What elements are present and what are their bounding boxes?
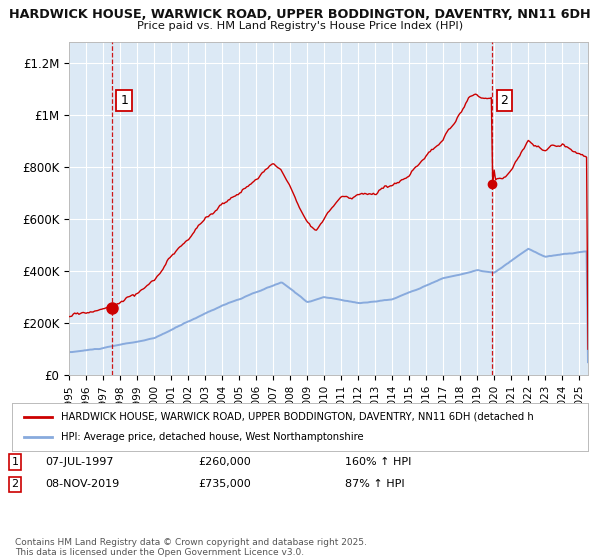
Text: Contains HM Land Registry data © Crown copyright and database right 2025.
This d: Contains HM Land Registry data © Crown c… [15, 538, 367, 557]
Text: Price paid vs. HM Land Registry's House Price Index (HPI): Price paid vs. HM Land Registry's House … [137, 21, 463, 31]
Text: 2: 2 [500, 94, 508, 107]
Text: 1: 1 [120, 94, 128, 107]
Text: 08-NOV-2019: 08-NOV-2019 [45, 479, 119, 489]
Text: HARDWICK HOUSE, WARWICK ROAD, UPPER BODDINGTON, DAVENTRY, NN11 6DH: HARDWICK HOUSE, WARWICK ROAD, UPPER BODD… [9, 8, 591, 21]
Text: HARDWICK HOUSE, WARWICK ROAD, UPPER BODDINGTON, DAVENTRY, NN11 6DH (detached h: HARDWICK HOUSE, WARWICK ROAD, UPPER BODD… [61, 412, 534, 422]
Text: 2: 2 [11, 479, 19, 489]
Text: HPI: Average price, detached house, West Northamptonshire: HPI: Average price, detached house, West… [61, 432, 364, 442]
Text: 160% ↑ HPI: 160% ↑ HPI [345, 457, 412, 467]
Text: £735,000: £735,000 [198, 479, 251, 489]
Text: 07-JUL-1997: 07-JUL-1997 [45, 457, 113, 467]
Text: £260,000: £260,000 [198, 457, 251, 467]
Text: 1: 1 [11, 457, 19, 467]
Text: 87% ↑ HPI: 87% ↑ HPI [345, 479, 404, 489]
